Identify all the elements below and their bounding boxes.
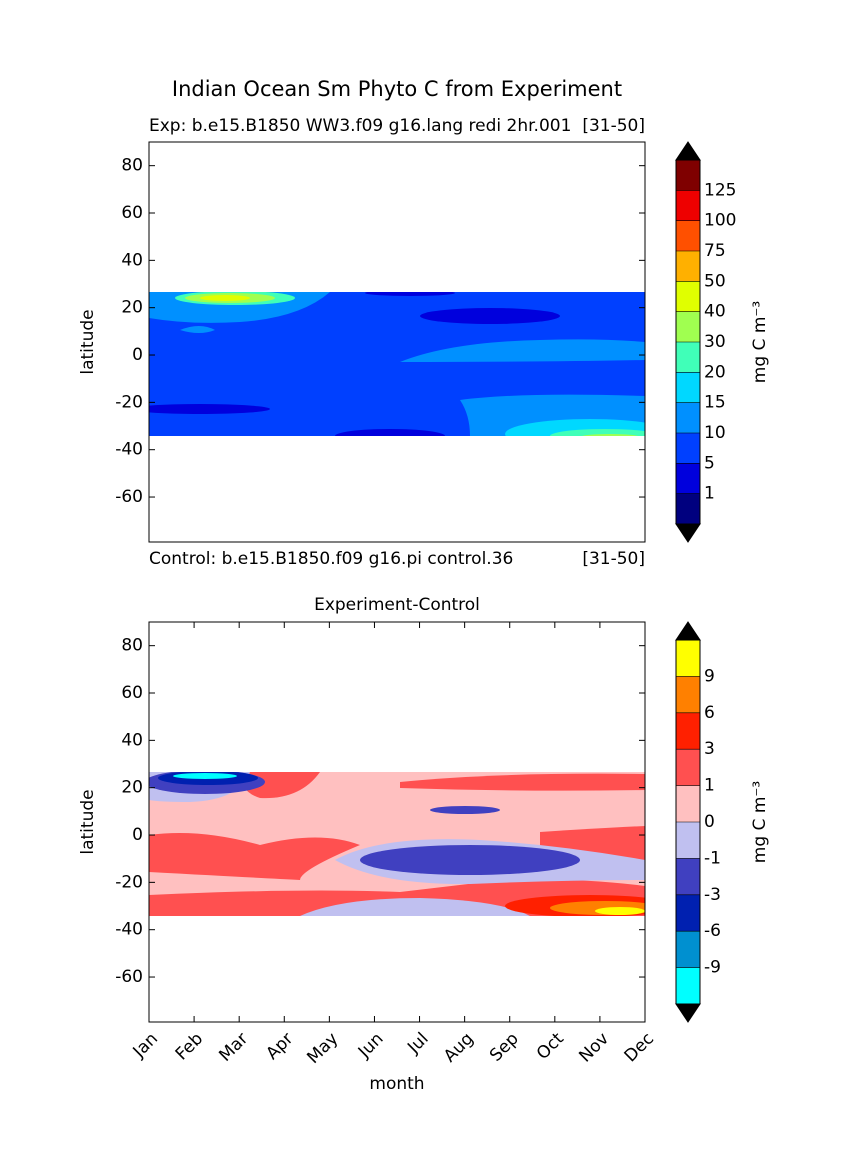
y-tick-label: -60 (115, 967, 143, 987)
axes-title-left: Exp: b.e15.B1850 WW3.f09 g16.lang redi 2… (149, 116, 571, 136)
colorbar-extend (675, 1003, 701, 1023)
x-tick-label: Jan (129, 1029, 162, 1062)
axes-title-right: [31-50] (582, 116, 645, 136)
colorbar-segment (676, 676, 700, 713)
colorbar-tick-label: 20 (704, 362, 726, 382)
colorbar-segment (676, 967, 700, 1004)
axes-title: Experiment-Control (314, 595, 480, 615)
contour-field (149, 292, 645, 436)
x-tick-label: Oct (533, 1029, 568, 1064)
colorbar-tick-label: 40 (704, 302, 726, 322)
colorbar-segment (676, 311, 700, 342)
colorbar-segment (676, 749, 700, 786)
colorbar-tick-label: 50 (704, 271, 726, 291)
colorbar-tick-label: 1 (704, 484, 715, 504)
colorbar-segment (676, 822, 700, 859)
x-tick-label: May (303, 1029, 342, 1068)
colorbar-segment (676, 251, 700, 282)
colorbar-tick-label: 10 (704, 423, 726, 443)
colorbar-tick-label: 9 (704, 666, 715, 686)
y-tick-label: 80 (121, 636, 143, 656)
footer-left: Control: b.e15.B1850.f09 g16.pi control.… (149, 549, 513, 569)
y-tick-label: 20 (121, 298, 143, 318)
y-tick-label: 0 (132, 345, 143, 365)
colorbar-segment (676, 433, 700, 464)
colorbar-tick-label: 75 (704, 241, 726, 261)
colorbar-tick-label: 5 (704, 453, 715, 473)
colorbar-tick-label: -3 (704, 885, 721, 905)
colorbar-segment (676, 281, 700, 312)
colorbar-tick-label: 6 (704, 703, 715, 723)
y-tick-label: 40 (121, 730, 143, 750)
colorbar-segment (676, 220, 700, 251)
y-tick-label: 20 (121, 778, 143, 798)
x-tick-label: Apr (262, 1029, 297, 1064)
colorbar-segment (676, 931, 700, 968)
y-axis-label: latitude (78, 789, 98, 854)
colorbar-tick-label: 15 (704, 393, 726, 413)
colorbar-segment (676, 712, 700, 750)
x-tick-label: Jun (354, 1029, 388, 1063)
colorbar-extend (675, 621, 701, 641)
axes-frame (148, 621, 646, 1023)
colorbar-tick-label: -9 (704, 958, 721, 978)
y-tick-label: -20 (115, 392, 143, 412)
colorbar-segment (676, 342, 700, 373)
y-tick-label: -20 (115, 872, 143, 892)
x-tick-label: Feb (172, 1029, 207, 1064)
colorbar-segment (676, 894, 700, 932)
x-axis-label: month (369, 1074, 424, 1094)
colorbar-label: mg C m⁻³ (750, 301, 770, 383)
colorbar-tick-label: 1 (704, 776, 715, 796)
x-tick-label: Aug (440, 1029, 478, 1067)
colorbar-segment (676, 858, 700, 895)
x-tick-label: Jul (403, 1029, 432, 1058)
colorbar-segment (676, 160, 700, 191)
colorbar-extend (675, 141, 701, 161)
colorbar-segment (676, 463, 700, 494)
colorbar-tick-label: 125 (704, 180, 736, 200)
x-tick-label: Mar (215, 1029, 252, 1066)
colorbar-segment (676, 493, 700, 524)
x-tick-label: Dec (621, 1029, 658, 1066)
colorbar-segment (676, 190, 700, 221)
y-tick-label: 0 (132, 825, 143, 845)
y-tick-label: 40 (121, 250, 143, 270)
x-tick-label: Sep (486, 1029, 523, 1066)
footer-right: [31-50] (582, 549, 645, 569)
colorbar-segment (676, 640, 700, 677)
y-tick-label: -40 (115, 920, 143, 940)
colorbar-segment (676, 402, 700, 433)
y-axis-label: latitude (78, 309, 98, 374)
colorbar-tick-label: -1 (704, 848, 721, 868)
colorbar-segment (676, 372, 700, 403)
axes-frame (148, 141, 646, 543)
y-tick-label: 60 (121, 683, 143, 703)
y-tick-label: -60 (115, 487, 143, 507)
colorbar-tick-label: 30 (704, 332, 726, 352)
colorbar-tick-label: 3 (704, 739, 715, 759)
colorbar-extend (675, 523, 701, 543)
colorbar-segment (676, 785, 700, 822)
colorbar-tick-label: 0 (704, 812, 715, 832)
x-tick-label: Nov (575, 1029, 613, 1067)
y-tick-label: 60 (121, 203, 143, 223)
figure-title: Indian Ocean Sm Phyto C from Experiment (172, 77, 622, 101)
contour-field (149, 772, 645, 916)
colorbar-tick-label: 100 (704, 211, 736, 231)
colorbar-tick-label: -6 (704, 921, 721, 941)
y-tick-label: 80 (121, 156, 143, 176)
y-tick-label: -40 (115, 440, 143, 460)
colorbar-label: mg C m⁻³ (750, 781, 770, 863)
